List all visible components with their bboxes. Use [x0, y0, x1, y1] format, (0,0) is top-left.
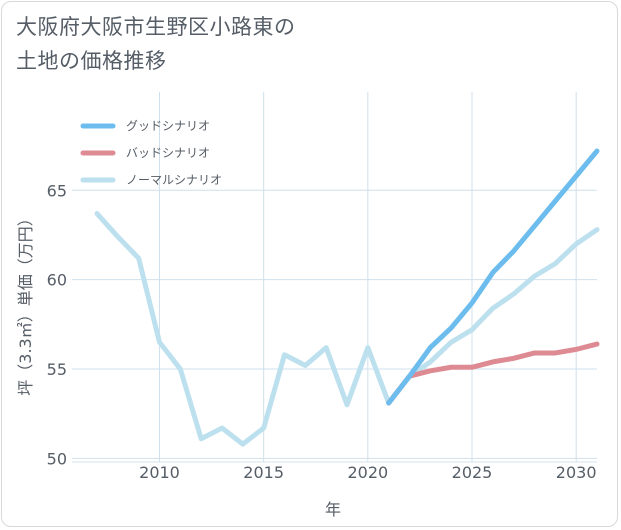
series-line-2	[94, 211, 600, 447]
grid-layer	[72, 92, 597, 462]
legend-label-2: ノーマルシナリオ	[126, 173, 222, 187]
y-axis-title: 坪（3.3㎡）単価（万円）	[16, 210, 35, 395]
x-axis-title: 年	[325, 500, 341, 519]
x-tick-label-2020: 2020	[347, 463, 388, 482]
y-tick-label-50: 50	[47, 449, 67, 468]
series-layer	[94, 148, 600, 447]
x-tick-label-2030: 2030	[556, 463, 597, 482]
series-line-1	[386, 341, 600, 406]
x-tick-label-2010: 2010	[139, 463, 180, 482]
chart-title-line-2: 土地の価格推移	[16, 49, 167, 73]
x-tick-label-2025: 2025	[452, 463, 493, 482]
y-tick-label-55: 55	[47, 360, 67, 379]
chart-title-line-1: 大阪府大阪市生野区小路東の	[16, 15, 296, 39]
axis-layer: 2010 2015 2020 2025 2030 50 55 60 65	[47, 181, 597, 482]
y-tick-label-60: 60	[47, 271, 67, 290]
y-tick-label-65: 65	[47, 181, 67, 200]
series-line-0	[386, 148, 600, 406]
legend-label-1: バッドシナリオ	[126, 146, 210, 160]
legend-label-0: グッドシナリオ	[126, 119, 210, 133]
x-tick-label-2015: 2015	[243, 463, 284, 482]
chart-title: 大阪府大阪市生野区小路東の 土地の価格推移	[16, 10, 436, 78]
